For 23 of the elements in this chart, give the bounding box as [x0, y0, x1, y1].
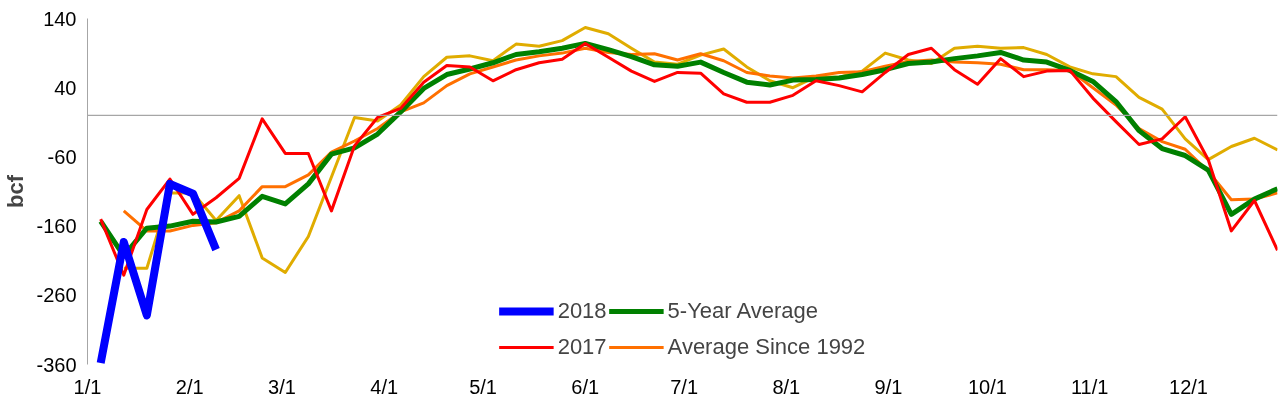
legend-label: Average Since 1992	[667, 333, 866, 361]
legend-label: 5-Year Average	[667, 297, 819, 325]
x-tick-label: 6/1	[571, 375, 600, 398]
legend-label: 2017	[557, 333, 607, 361]
x-tick-label: 10/1	[967, 375, 1007, 398]
y-tick-label: -260	[36, 284, 77, 307]
x-tick-label: 5/1	[469, 375, 497, 398]
y-tick-label: 140	[43, 7, 77, 30]
y-tick-label: 40	[54, 76, 77, 99]
y-tick-label: -60	[47, 145, 77, 168]
x-tick-label: 2/1	[175, 375, 204, 398]
legend-label: 2018	[557, 297, 607, 325]
y-tick-label: -360	[36, 353, 77, 376]
y-axis-title: bcf	[3, 174, 29, 208]
x-tick-label: 12/1	[1169, 375, 1208, 398]
x-tick-label: 9/1	[874, 375, 903, 398]
x-tick-label: 8/1	[772, 375, 801, 398]
x-tick-label: 7/1	[670, 375, 699, 398]
y-tick-label: -160	[36, 215, 77, 238]
x-tick-label: 11/1	[1070, 375, 1109, 398]
x-tick-label: 4/1	[370, 375, 399, 398]
x-tick-label: 1/1	[73, 375, 102, 398]
x-tick-label: 3/1	[268, 375, 296, 398]
